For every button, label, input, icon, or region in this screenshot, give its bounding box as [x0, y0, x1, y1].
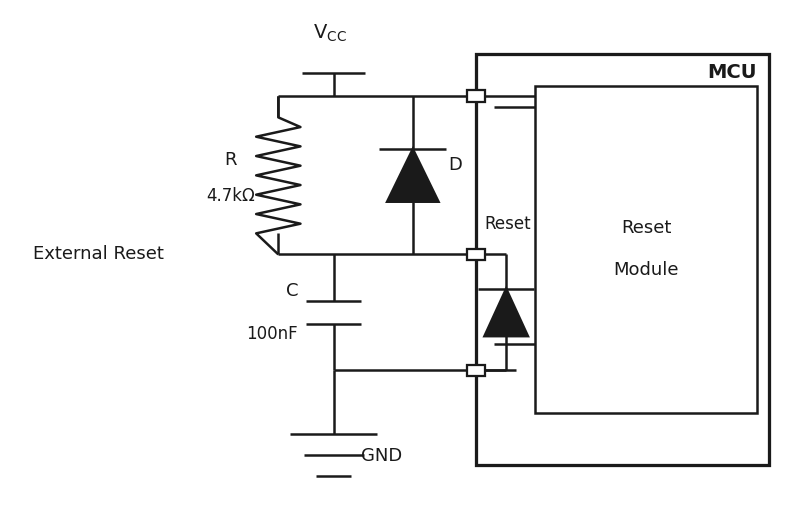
Bar: [468, 91, 485, 102]
Text: D: D: [449, 156, 462, 174]
Bar: [468, 249, 485, 260]
Text: MCU: MCU: [707, 63, 757, 82]
Polygon shape: [387, 149, 438, 202]
Text: External Reset: External Reset: [33, 245, 164, 263]
Bar: [535, 86, 757, 413]
Bar: [468, 365, 485, 376]
Text: Reset: Reset: [484, 215, 530, 233]
Text: C: C: [286, 282, 298, 301]
Text: 100nF: 100nF: [246, 324, 298, 342]
Text: Reset: Reset: [621, 219, 672, 237]
Text: R: R: [225, 151, 237, 169]
Text: GND: GND: [361, 447, 403, 465]
Text: $\mathregular{V_{CC}}$: $\mathregular{V_{CC}}$: [313, 22, 347, 43]
Text: 4.7kΩ: 4.7kΩ: [206, 188, 255, 206]
Bar: [476, 54, 769, 465]
Text: Module: Module: [614, 261, 679, 279]
Polygon shape: [484, 289, 528, 336]
